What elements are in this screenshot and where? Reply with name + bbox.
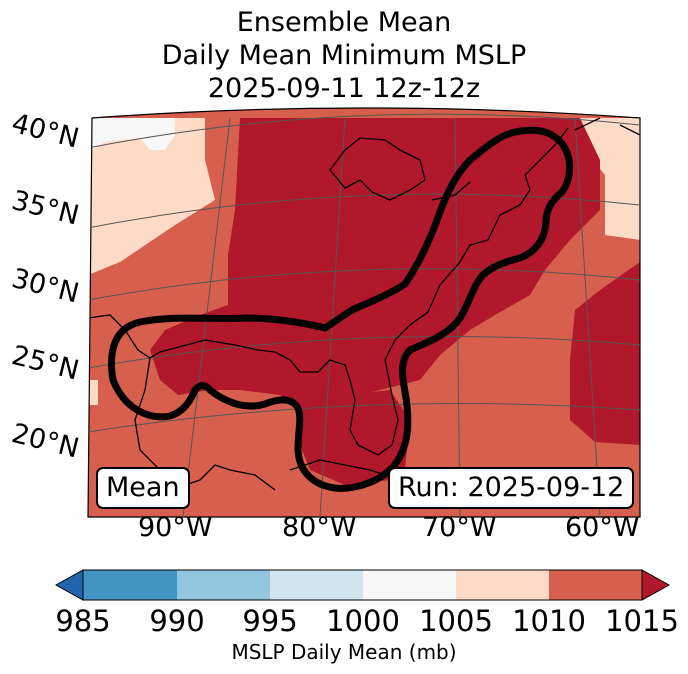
colorbar-tick-995: 995 — [242, 604, 298, 638]
colorbar-tick-990: 990 — [149, 604, 205, 638]
title-line-1: Ensemble Mean — [236, 7, 452, 38]
lon-line-80 — [319, 117, 346, 517]
coastline-canada — [574, 117, 640, 136]
title-line-2: Daily Mean Minimum MSLP — [161, 40, 527, 71]
pressure-contour-1010 — [108, 126, 574, 492]
colorbar-bin-995 — [270, 570, 363, 600]
colorbar-tick-1015: 1015 — [605, 604, 679, 638]
colorbar-bin-1000 — [363, 570, 456, 600]
colorbar-label: MSLP Daily Mean (mb) — [231, 640, 457, 664]
lon-label-90: 90°W — [138, 512, 213, 543]
mean-label-box: Mean — [96, 467, 190, 509]
colorbar-tick-1005: 1005 — [419, 604, 493, 638]
field-dark-atlantic — [570, 262, 640, 445]
map-frame — [87, 107, 641, 518]
field-peach-east — [580, 118, 640, 240]
field-peach-west-block — [88, 190, 110, 202]
colorbar-bin-990 — [177, 570, 270, 600]
colorbar-tick-1000: 1000 — [326, 604, 400, 638]
colorbar-tick-1010: 1010 — [512, 604, 586, 638]
lat-line-20 — [88, 403, 640, 433]
coastline-us — [88, 127, 569, 456]
graticule — [88, 113, 640, 517]
lat-line-35 — [88, 193, 640, 229]
colorbar-bin-1005 — [456, 570, 549, 600]
pressure-field — [88, 108, 640, 517]
title-line-3: 2025-09-11 12z-12z — [207, 73, 481, 104]
lon-label-80: 80°W — [282, 512, 357, 543]
field-dark-north — [150, 118, 600, 410]
lon-label-70: 70°W — [422, 512, 497, 543]
lat-line-25 — [88, 335, 640, 369]
lon-label-60: 60°W — [565, 512, 640, 543]
run-date-box: Run: 2025-09-12 — [388, 467, 635, 509]
colorbar-tick-985: 985 — [55, 604, 111, 638]
great-lakes — [329, 137, 426, 201]
coastline-cuba — [289, 459, 396, 479]
lat-line-40 — [88, 113, 640, 149]
lon-line-60 — [574, 117, 601, 517]
lat-line-30 — [88, 268, 640, 301]
lake-erie — [431, 181, 471, 201]
colorbar-frame — [82, 569, 643, 601]
colorbar — [54, 569, 671, 601]
field-peach-west-block-2 — [88, 380, 98, 405]
field-peach-west — [88, 118, 215, 275]
coastlines — [88, 117, 640, 491]
colorbar-extend-high — [641, 569, 671, 601]
colorbar-bin-985 — [83, 570, 177, 600]
field-light-west — [92, 118, 175, 150]
colorbar-bin-1010 — [549, 570, 642, 600]
colorbar-extend-low — [54, 569, 84, 601]
